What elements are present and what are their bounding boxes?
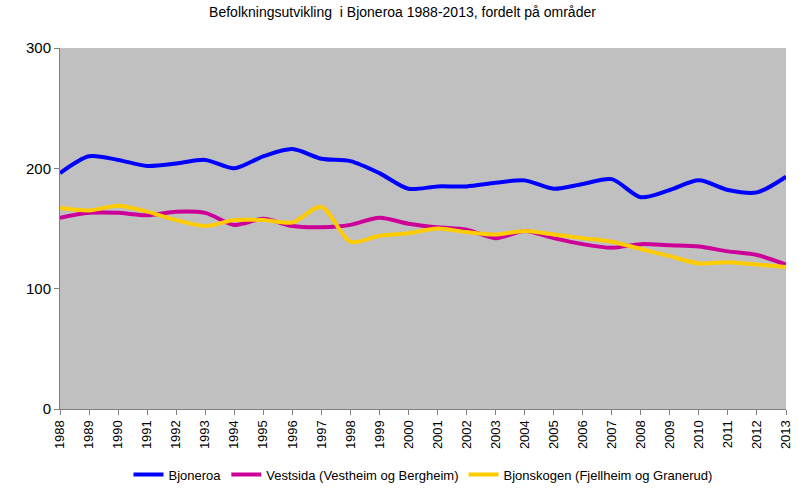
svg-text:2008: 2008 (633, 420, 648, 449)
svg-text:2006: 2006 (575, 420, 590, 449)
svg-text:Bjonskogen (Fjellheim og Grane: Bjonskogen (Fjellheim og Granerud) (504, 468, 713, 483)
svg-text:Bjoneroa: Bjoneroa (169, 468, 222, 483)
svg-text:2012: 2012 (749, 420, 764, 449)
svg-text:2009: 2009 (662, 420, 677, 449)
svg-text:2003: 2003 (488, 420, 503, 449)
svg-text:Befolkningsutvikling i Bjoner: Befolkningsutvikling i Bjoneroa 1988-201… (209, 4, 596, 20)
svg-text:100: 100 (26, 280, 51, 297)
svg-text:1992: 1992 (168, 420, 183, 449)
svg-text:1998: 1998 (343, 420, 358, 449)
svg-text:1996: 1996 (285, 420, 300, 449)
svg-text:Vestsida (Vestheim og Bergheim: Vestsida (Vestheim og Bergheim) (266, 468, 458, 483)
svg-text:1990: 1990 (110, 420, 125, 449)
svg-text:2005: 2005 (546, 420, 561, 449)
svg-text:1989: 1989 (81, 420, 96, 449)
svg-text:2013: 2013 (778, 420, 793, 449)
svg-text:200: 200 (26, 160, 51, 177)
svg-text:2007: 2007 (604, 420, 619, 449)
svg-text:2002: 2002 (459, 420, 474, 449)
svg-text:1997: 1997 (314, 420, 329, 449)
svg-text:1999: 1999 (372, 420, 387, 449)
svg-text:1988: 1988 (52, 420, 67, 449)
svg-text:1994: 1994 (226, 420, 241, 449)
svg-text:1993: 1993 (197, 420, 212, 449)
svg-text:2000: 2000 (401, 420, 416, 449)
svg-text:2004: 2004 (517, 420, 532, 449)
svg-text:1995: 1995 (256, 420, 271, 449)
svg-text:2001: 2001 (430, 420, 445, 449)
svg-text:300: 300 (26, 39, 51, 56)
svg-text:2010: 2010 (691, 420, 706, 449)
svg-text:1991: 1991 (139, 420, 154, 449)
svg-text:2011: 2011 (720, 420, 735, 448)
svg-text:0: 0 (43, 400, 51, 417)
